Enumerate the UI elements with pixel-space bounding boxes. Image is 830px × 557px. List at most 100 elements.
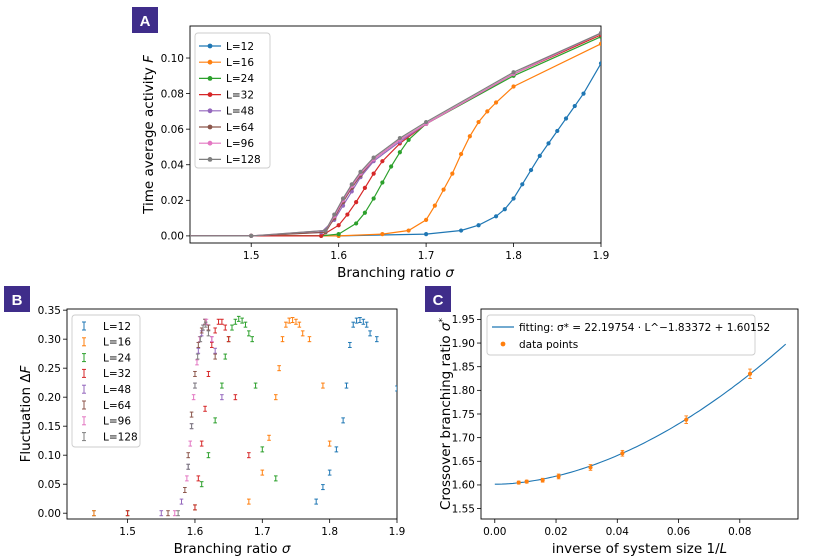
- legend-label: L=24: [226, 73, 254, 85]
- x-tick-label: 1.7: [254, 526, 271, 538]
- error-bar-point: [193, 370, 197, 377]
- data-point: [598, 31, 601, 36]
- legend-label: L=64: [226, 122, 254, 134]
- error-bar-point: [203, 405, 207, 412]
- data-point: [524, 479, 529, 484]
- legend-item: L=12: [82, 321, 131, 333]
- error-bar-point: [213, 327, 217, 334]
- error-bar-point: [159, 510, 164, 517]
- error-bar-point: [354, 317, 359, 324]
- error-bar-point: [203, 321, 208, 328]
- error-bar-point: [213, 353, 217, 360]
- legend-marker: [207, 43, 213, 49]
- error-bar-point: [314, 498, 318, 505]
- data-point: [371, 155, 376, 160]
- legend-item: L=32: [199, 89, 254, 101]
- y-tick-label: 0.10: [38, 450, 61, 462]
- data-point: [380, 232, 385, 237]
- error-bar-point: [186, 463, 191, 470]
- chart-C: 0.00 0.02 0.04 0.06 0.08 1.55 1.60 1.65 1.70 1.75…: [438, 308, 799, 557]
- data-point: [336, 232, 341, 237]
- legend-marker: [500, 341, 506, 347]
- data-point: [354, 199, 359, 205]
- legend-item: L=128: [82, 431, 138, 443]
- legend-box: [71, 314, 141, 448]
- error-bar-point: [344, 382, 349, 389]
- y-axis-label: Crossover branching ratio σ*: [438, 318, 454, 510]
- error-bar-point: [253, 382, 258, 389]
- y-axis-label: Time average activity F: [141, 55, 157, 215]
- panel-badge-box: [4, 286, 30, 312]
- error-bar-point: [220, 318, 224, 325]
- data-point: [458, 151, 464, 157]
- data-point: [397, 135, 402, 141]
- error-bar-point: [243, 321, 248, 328]
- data-point: [598, 61, 601, 66]
- data-point: [362, 210, 367, 215]
- data-point: [485, 109, 490, 114]
- legend-item: L=48: [82, 384, 131, 396]
- error-bar-point: [191, 394, 196, 401]
- plot-area: [190, 31, 601, 238]
- data-point: [511, 196, 516, 201]
- error-bar-point: [220, 394, 224, 401]
- legend-label: L=64: [103, 400, 131, 412]
- y-tick-label: 1.80: [452, 385, 475, 397]
- legend-label: L=16: [103, 337, 131, 349]
- data-point: [450, 171, 455, 176]
- x-tick-label: 0.04: [606, 526, 630, 538]
- legend-label: L=96: [226, 138, 254, 150]
- panel-label: C: [433, 292, 444, 309]
- error-bar-point: [307, 336, 312, 343]
- error-bar-point: [206, 330, 211, 337]
- x-tick-label: 1.5: [243, 250, 260, 262]
- y-tick-label: 0.05: [38, 479, 61, 491]
- y-tick-label: 0.10: [161, 53, 184, 65]
- error-bar-point: [223, 324, 228, 331]
- error-bar-point: [186, 452, 191, 459]
- data-point: [389, 164, 394, 169]
- data-point: [340, 196, 346, 201]
- error-bar-point: [364, 321, 369, 328]
- y-tick-label: 0.30: [38, 334, 61, 346]
- error-bar-point: [92, 510, 96, 517]
- error-bar-point: [223, 353, 228, 360]
- error-bar-point: [361, 318, 366, 325]
- x-tick-label: 1.9: [593, 250, 610, 262]
- legend-label: L=48: [103, 384, 131, 396]
- error-bar-point: [233, 318, 238, 325]
- plot-area: [92, 315, 397, 517]
- data-point: [555, 128, 560, 134]
- error-bar-point: [273, 394, 278, 401]
- legend: L=12 L=16 L=24 L=32 L=48 L=64 L=96 L=128: [194, 32, 271, 169]
- data-point: [249, 233, 254, 238]
- data-point: [563, 116, 569, 121]
- data-point: [336, 223, 341, 228]
- legend-label: L=16: [226, 57, 254, 69]
- legend-item: L=96: [199, 138, 254, 150]
- y-tick-label: 1.60: [452, 480, 475, 492]
- data-point: [362, 185, 367, 190]
- error-bar-point: [201, 324, 205, 331]
- legend-label: L=128: [103, 431, 138, 443]
- data-point: [371, 196, 376, 201]
- data-point: [581, 91, 586, 96]
- data-point: [476, 223, 481, 228]
- legend-label: L=12: [103, 321, 131, 333]
- data-point: [588, 464, 593, 471]
- x-tick-label: 1.6: [187, 526, 204, 538]
- y-tick-label: 0.35: [38, 305, 61, 317]
- y-tick-label: 0.15: [38, 421, 61, 433]
- error-bar-point: [230, 324, 234, 331]
- error-bar-point: [247, 498, 251, 505]
- y-tick-label: 0.02: [161, 195, 184, 207]
- data-point: [493, 100, 499, 105]
- error-bar-point: [213, 417, 217, 424]
- legend-label: fitting: σ* = 22.19754 · L^−1.83372 + 1.…: [519, 322, 770, 334]
- legend-item: L=24: [199, 73, 254, 85]
- y-tick-label: 1.55: [452, 503, 475, 515]
- error-bar-point: [374, 336, 379, 343]
- x-tick-label: 1.8: [505, 250, 522, 262]
- error-bar-point: [327, 440, 332, 447]
- legend-label: L=32: [226, 89, 254, 101]
